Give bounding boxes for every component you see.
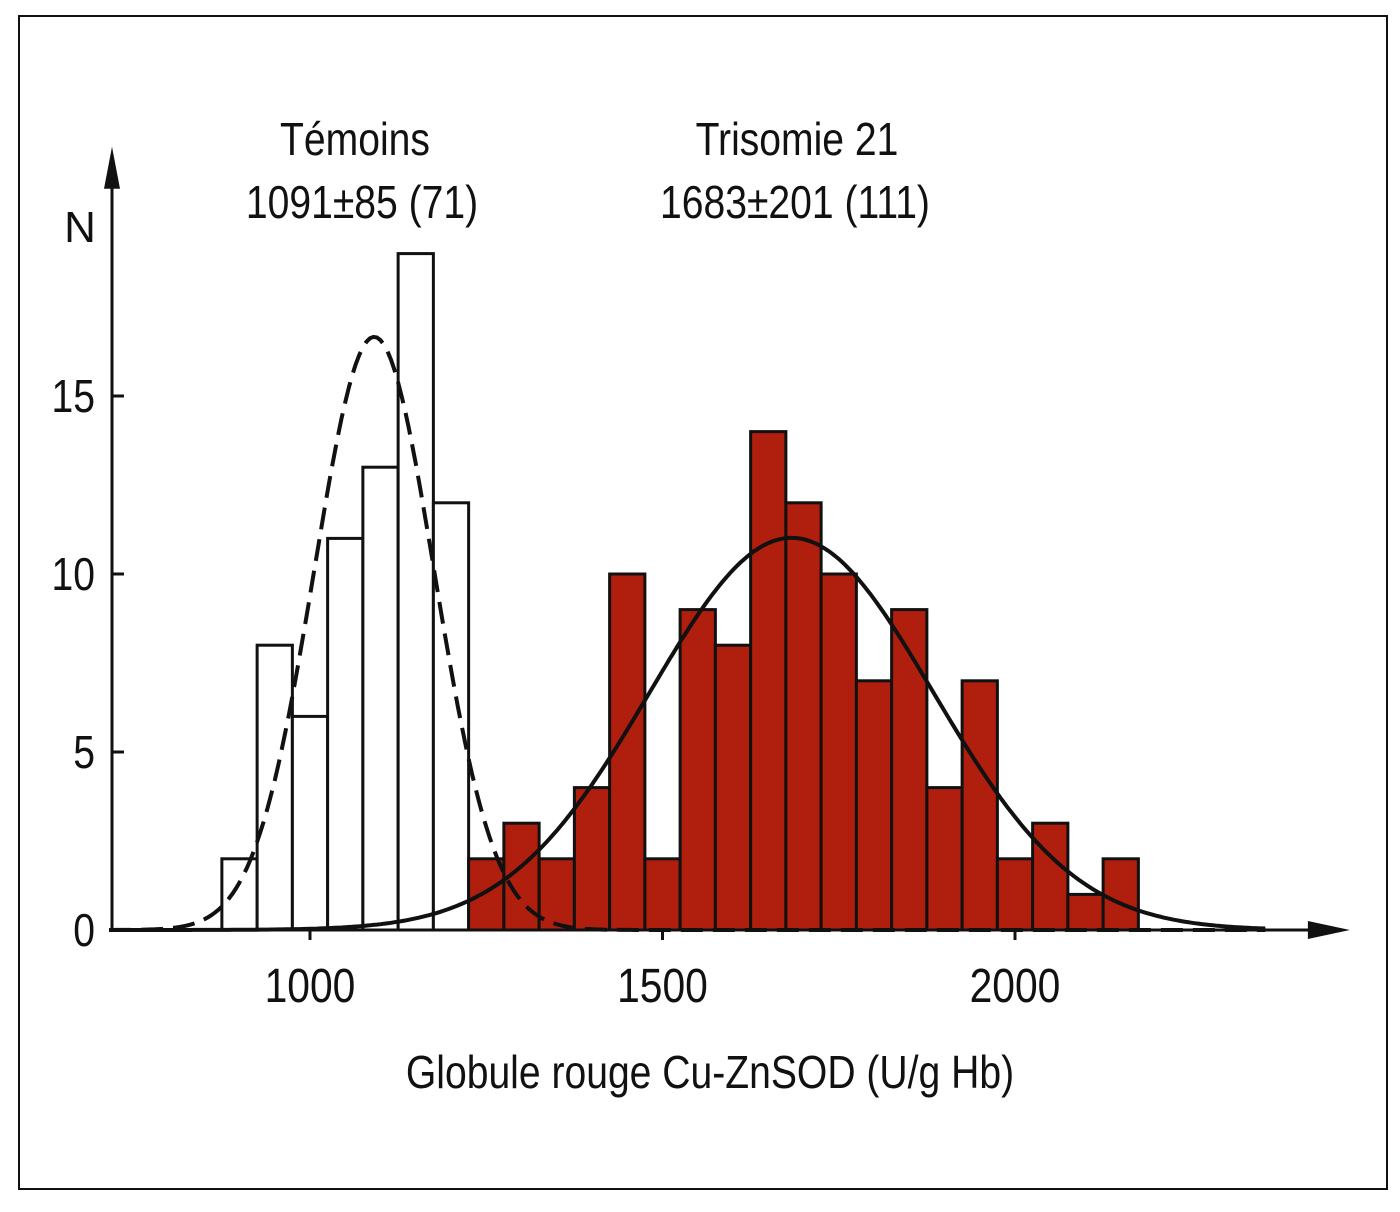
histogram-bar-trisomie: [643, 857, 682, 932]
histogram-bar-trisomie: [749, 430, 788, 932]
y-tick-label: 15: [52, 371, 95, 423]
histogram-bar-trisomie: [819, 572, 858, 932]
y-tick-label: 5: [73, 727, 95, 779]
histogram-bar-temoins: [431, 501, 471, 932]
histogram-bar-temoins: [290, 714, 330, 932]
histogram-bar-trisomie: [995, 857, 1035, 932]
histogram-bar-trisomie: [467, 857, 506, 932]
histogram-bar-trisomie: [784, 501, 823, 932]
histogram-bar-trisomie: [925, 786, 964, 932]
histogram-bar-temoins: [220, 857, 259, 932]
y-axis-label: N: [64, 203, 96, 252]
histogram-bar-trisomie: [854, 679, 894, 932]
x-axis-label: Globule rouge Cu-ZnSOD (U/g Hb): [406, 1047, 1014, 1099]
y-axis-arrow-icon: [104, 146, 120, 189]
histogram-bar-trisomie: [1101, 857, 1140, 932]
x-tick-label: 1000: [265, 960, 356, 1013]
y-tick-label: 10: [52, 549, 95, 601]
histogram-bar-temoins: [326, 536, 365, 932]
series-label-trisomie: Trisomie 21: [696, 114, 899, 166]
x-tick-label: 1500: [617, 960, 708, 1013]
histogram-bar-trisomie: [1031, 821, 1070, 932]
histogram-bar-trisomie: [1066, 892, 1105, 932]
histogram-bar-temoins: [396, 252, 435, 932]
histogram-bar-trisomie: [572, 786, 612, 932]
series-label-temoins: Témoins: [280, 114, 430, 166]
histogram-bar-trisomie: [890, 608, 929, 932]
x-axis-arrow-icon: [1307, 921, 1350, 939]
histogram-bar-temoins: [361, 465, 400, 932]
series-annotation-temoins: 1091±85 (71): [246, 177, 478, 229]
x-tick-label: 2000: [970, 960, 1061, 1013]
histogram-bar-trisomie: [713, 643, 753, 932]
histogram-bar-trisomie: [678, 608, 717, 932]
series-annotation-trisomie: 1683±201 (111): [660, 177, 930, 229]
y-tick-label: 0: [73, 905, 95, 957]
histogram-bar-trisomie: [960, 679, 999, 932]
histogram-bar-trisomie: [537, 857, 576, 932]
figure-frame: [18, 15, 1388, 1190]
histogram-bar-temoins: [255, 643, 294, 932]
